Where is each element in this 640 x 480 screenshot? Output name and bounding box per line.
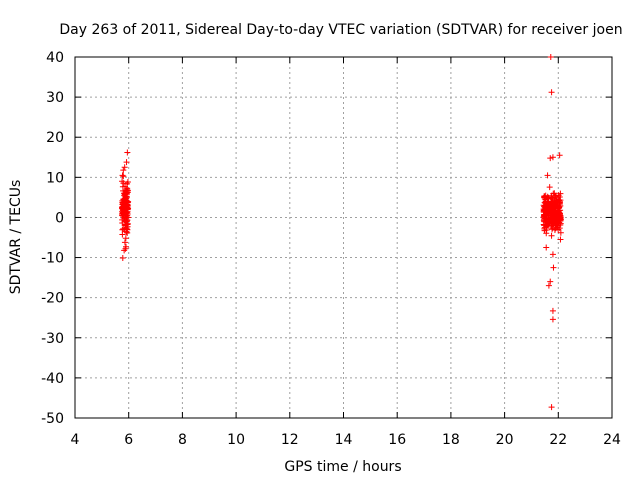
y-tick-label: 10 (46, 170, 64, 186)
data-point (122, 235, 129, 242)
data-point (551, 194, 558, 201)
axis-ticks (74, 56, 613, 419)
data-point (542, 204, 549, 211)
data-point (550, 190, 557, 197)
y-tick-label: 0 (55, 210, 64, 226)
data-point (121, 239, 128, 246)
data-point (549, 316, 556, 323)
data-point (547, 54, 554, 60)
data-point (120, 167, 127, 174)
data-point (119, 226, 126, 233)
data-point (549, 154, 556, 161)
data-point (556, 198, 563, 205)
data-point (546, 184, 553, 191)
x-tick-label: 20 (496, 432, 514, 448)
x-tick-label: 22 (549, 432, 567, 448)
x-tick-label: 6 (124, 432, 133, 448)
chart-title: Day 263 of 2011, Sidereal Day-to-day VTE… (59, 22, 622, 38)
grid-lines (75, 57, 612, 418)
x-tick-label: 8 (178, 432, 187, 448)
data-point (548, 220, 555, 227)
data-point (547, 205, 554, 212)
data-point (556, 152, 563, 159)
data-point (124, 149, 131, 156)
y-tick-label: -50 (41, 411, 64, 427)
data-point (119, 210, 126, 217)
y-tick-label: 20 (46, 130, 64, 146)
x-tick-label: 24 (603, 432, 621, 448)
data-point (124, 179, 131, 186)
data-point (542, 221, 549, 228)
data-point (557, 236, 564, 243)
data-point (123, 190, 130, 197)
x-tick-label: 4 (71, 432, 80, 448)
x-tick-label: 16 (388, 432, 406, 448)
data-point (120, 173, 127, 180)
data-point (549, 224, 556, 231)
data-point (548, 232, 555, 239)
data-point (123, 159, 130, 166)
data-point (122, 207, 129, 214)
data-point (556, 214, 563, 221)
data-point (557, 229, 564, 236)
data-point (547, 278, 554, 285)
x-tick-label: 12 (281, 432, 299, 448)
y-tick-label: -10 (41, 251, 64, 267)
y-tick-labels: 40 30 20 10 0 -10 -20 -30 -40 -50 (41, 50, 64, 427)
data-point (543, 244, 550, 251)
data-point (119, 254, 126, 261)
data-point (124, 198, 131, 205)
data-point (123, 228, 130, 235)
y-axis-label: SDTVAR / TECUs (8, 180, 24, 295)
data-point (547, 155, 554, 162)
data-point (125, 205, 132, 212)
data-point (549, 307, 556, 314)
x-axis-label: GPS time / hours (284, 459, 401, 475)
x-tick-label: 10 (227, 432, 245, 448)
data-point (550, 207, 557, 214)
data-point (121, 164, 128, 171)
data-point (122, 245, 129, 252)
data-point (541, 199, 548, 206)
data-point (121, 203, 128, 210)
y-tick-label: 30 (46, 90, 64, 106)
data-points (119, 54, 564, 411)
data-point (554, 219, 561, 226)
data-point (544, 172, 551, 179)
y-tick-label: -30 (41, 331, 64, 347)
data-point (543, 227, 550, 234)
y-tick-label: -40 (41, 371, 64, 387)
data-point (555, 192, 562, 199)
data-point (119, 172, 126, 179)
data-point (555, 209, 562, 216)
data-point (553, 196, 560, 203)
data-point (541, 193, 548, 200)
y-tick-label: 40 (46, 50, 64, 66)
data-point (545, 282, 552, 289)
y-tick-label: -20 (41, 291, 64, 307)
x-tick-label: 18 (442, 432, 460, 448)
data-point (548, 89, 555, 96)
data-point (119, 178, 126, 185)
data-point (122, 221, 129, 228)
data-point (549, 215, 556, 222)
data-point (546, 203, 553, 210)
data-point (119, 216, 126, 223)
data-point (550, 264, 557, 271)
data-point (548, 404, 555, 411)
data-point (549, 251, 556, 258)
data-point (541, 216, 548, 223)
data-point (545, 212, 552, 219)
data-point (553, 202, 560, 209)
x-tick-label: 14 (335, 432, 353, 448)
data-point (124, 210, 131, 217)
data-point (554, 224, 561, 231)
x-tick-labels: 4 6 8 10 12 14 16 18 20 22 24 (71, 432, 621, 448)
